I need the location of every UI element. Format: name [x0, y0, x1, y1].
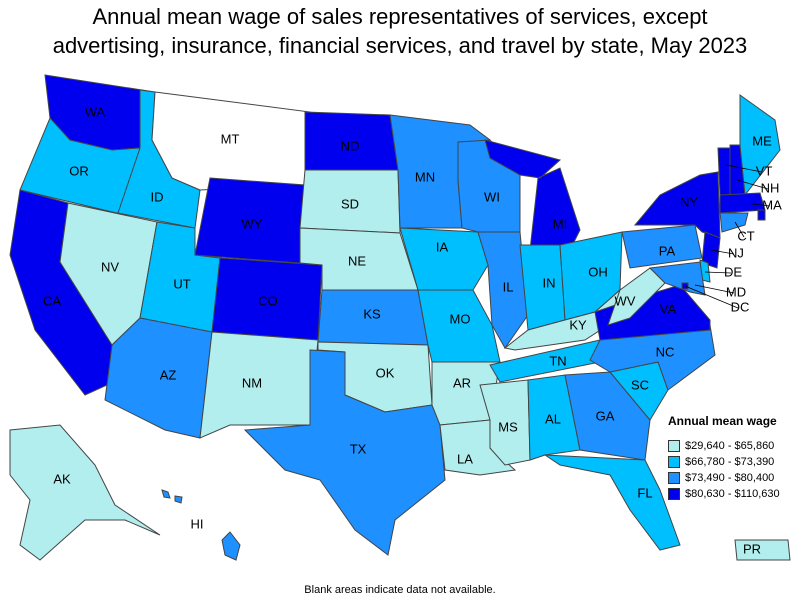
title-line-2: advertising, insurance, financial servic… [52, 33, 748, 58]
legend-swatch-4 [668, 488, 680, 500]
legend-item-2: $66,780 - $73,390 [668, 454, 780, 470]
legend-label-3: $73,490 - $80,400 [685, 472, 775, 484]
legend: Annual mean wage $29,640 - $65,860 $66,7… [668, 414, 780, 502]
legend-item-3: $73,490 - $80,400 [668, 470, 780, 486]
state-label-nv: NV [101, 259, 119, 274]
leader-line-md [694, 284, 735, 294]
legend-label-1: $29,640 - $65,860 [685, 440, 775, 452]
state-label-wy: WY [242, 216, 263, 231]
state-label-ia: IA [436, 239, 449, 254]
legend-swatch-3 [668, 472, 680, 484]
title-line-1: Annual mean wage of sales representative… [92, 4, 708, 29]
state-label-nc: NC [656, 344, 675, 359]
state-label-sd: SD [341, 196, 359, 211]
state-label-ak: AK [53, 471, 71, 486]
map-title: Annual mean wage of sales representative… [0, 2, 800, 60]
state-label-ky: KY [569, 317, 587, 332]
state-label-ma: MA [762, 197, 782, 212]
state-md [648, 261, 706, 296]
state-label-wa: WA [85, 104, 106, 119]
state-ga [564, 371, 651, 461]
state-az [104, 317, 213, 439]
state-al [527, 374, 581, 461]
state-label-ks: KS [363, 306, 381, 321]
state-label-co: CO [258, 293, 278, 308]
state-label-de: DE [724, 264, 742, 279]
state-label-oh: OH [588, 264, 608, 279]
state-nm [199, 331, 319, 439]
state-label-id: ID [151, 189, 164, 204]
leader-line-ma [751, 203, 771, 207]
state-ny [633, 171, 721, 239]
state-label-or: OR [69, 163, 89, 178]
state-label-md: MD [726, 284, 746, 299]
legend-item-1: $29,640 - $65,860 [668, 438, 780, 454]
state-label-nh: NH [761, 180, 780, 195]
state-nc [589, 324, 716, 391]
state-tx [243, 349, 446, 556]
leader-line-dc [684, 285, 739, 309]
state-hi [161, 489, 241, 561]
state-label-ar: AR [453, 375, 471, 390]
state-ia [399, 227, 489, 291]
state-label-sc: SC [631, 377, 649, 392]
state-label-nm: NM [242, 375, 262, 390]
state-label-tx: TX [350, 441, 367, 456]
state-vt [717, 147, 731, 196]
state-label-ok: OK [376, 365, 395, 380]
state-label-nd: ND [341, 138, 360, 153]
legend-title: Annual mean wage [668, 414, 777, 428]
state-wv [607, 267, 666, 326]
state-label-ct: CT [737, 228, 754, 243]
state-ak [9, 424, 161, 561]
state-label-hi: HI [191, 516, 204, 531]
state-label-mn: MN [415, 169, 435, 184]
state-label-wi: WI [484, 189, 500, 204]
legend-label-4: $80,630 - $110,630 [685, 488, 780, 500]
state-label-wv: WV [615, 293, 636, 308]
leader-line-vt [725, 164, 763, 173]
footnote: Blank areas indicate data not available. [304, 584, 496, 596]
state-label-nj: NJ [728, 245, 744, 260]
legend-swatch-2 [668, 456, 680, 468]
leader-line-nj [710, 249, 735, 255]
legend-label-2: $66,780 - $73,390 [685, 456, 775, 468]
state-mi [484, 139, 581, 251]
leader-line-ct [734, 221, 745, 238]
state-label-va: VA [660, 301, 677, 316]
state-label-dc: DC [731, 299, 750, 314]
state-label-az: AZ [160, 367, 177, 382]
state-label-vt: VT [756, 163, 773, 178]
state-label-mo: MO [450, 311, 471, 326]
state-ct [719, 212, 749, 233]
legend-item-4: $80,630 - $110,630 [668, 486, 780, 502]
state-label-pr: PR [743, 541, 761, 556]
state-label-tn: TN [549, 353, 566, 368]
state-label-mi: MI [553, 216, 567, 231]
state-label-fl: FL [637, 485, 652, 500]
state-label-pa: PA [659, 243, 676, 258]
state-pr [734, 539, 791, 561]
state-label-ne: NE [348, 253, 366, 268]
state-label-me: ME [752, 133, 772, 148]
state-ri [757, 209, 766, 221]
state-label-ga: GA [596, 408, 615, 423]
legend-swatch-1 [668, 440, 680, 452]
state-label-ca: CA [43, 293, 61, 308]
state-label-ut: UT [173, 276, 190, 291]
state-label-ny: NY [680, 194, 698, 209]
state-label-il: IL [503, 279, 514, 294]
leader-line-nh [736, 179, 769, 190]
state-label-mt: MT [221, 131, 240, 146]
leader-line-de [704, 271, 732, 274]
state-label-in: IN [543, 275, 556, 290]
state-label-la: LA [457, 451, 473, 466]
state-fl [543, 454, 681, 551]
state-label-ms: MS [498, 419, 518, 434]
state-label-al: AL [545, 411, 561, 426]
